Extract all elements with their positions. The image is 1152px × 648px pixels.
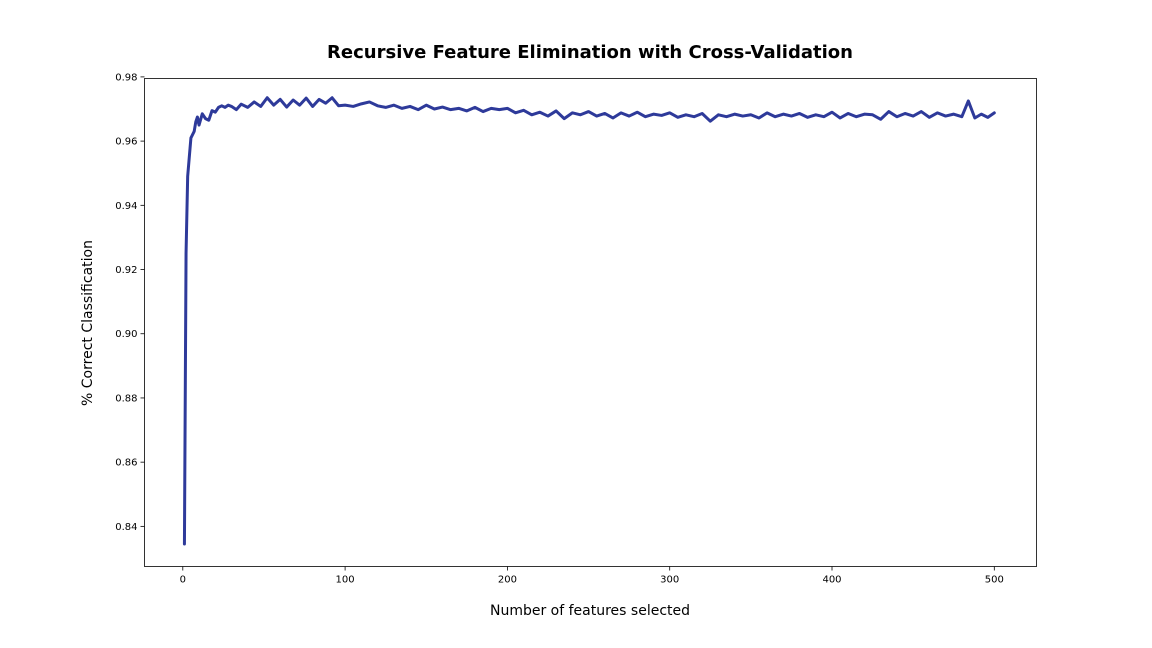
y-tick-label: 0.86 <box>115 458 137 469</box>
x-tick-label: 200 <box>498 575 517 586</box>
y-tick-label: 0.92 <box>115 265 137 276</box>
y-tick-label: 0.90 <box>115 329 137 340</box>
y-axis-ticks: 0.84 0.86 0.88 0.90 0.92 0.94 0.96 0.98 <box>115 72 145 533</box>
series-line-accuracy <box>182 96 996 546</box>
y-tick-label: 0.96 <box>115 137 137 148</box>
y-tick-label: 0.88 <box>115 393 137 404</box>
x-tick-label: 100 <box>336 575 355 586</box>
x-axis-ticks: 0 100 200 300 400 500 <box>180 566 1004 586</box>
chart-title: Recursive Feature Elimination with Cross… <box>327 42 853 63</box>
x-tick-label: 0 <box>180 575 186 586</box>
x-tick-label: 400 <box>822 575 841 586</box>
y-tick-label: 0.84 <box>115 522 137 533</box>
x-tick-label: 300 <box>660 575 679 586</box>
y-tick-label: 0.94 <box>115 201 137 212</box>
x-axis-label: Number of features selected <box>490 603 690 619</box>
plot-area-frame <box>144 78 1037 567</box>
x-tick-label: 500 <box>985 575 1004 586</box>
y-tick-label: 0.98 <box>115 72 137 83</box>
y-axis-label: % Correct Classification <box>80 240 96 406</box>
